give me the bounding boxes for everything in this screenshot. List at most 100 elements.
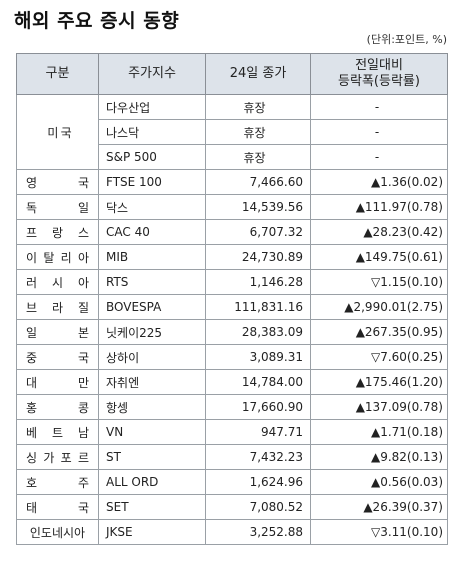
index-cell: 상하이 [98,344,206,370]
close-cell: 14,539.56 [205,194,311,220]
header-region: 구분 [16,53,99,95]
header-close: 24일 종가 [205,53,311,95]
header-index: 주가지수 [98,53,206,95]
region-syllable: 탈 [43,250,55,265]
region-syllable: 베 [26,425,38,440]
region-syllable: 스 [77,225,89,240]
index-cell: SET [98,494,206,520]
close-cell: 28,383.09 [205,319,311,345]
table-row: 브 라 질 BOVESPA 111,831.16 ▲2,990.01(2.75) [16,294,448,320]
index-cell: FTSE 100 [98,169,206,195]
header-row: 구분 주가지수 24일 종가 전일대비 등락폭(등락률) [16,53,448,95]
change-cell: - [310,144,448,170]
region-syllable: 아 [77,250,89,265]
region-syllable: 트 [51,425,64,440]
region-syllable: 국 [60,125,72,140]
close-cell: 6,707.32 [205,219,311,245]
close-cell: 24,730.89 [205,244,311,270]
close-cell: 휴장 [205,119,311,145]
change-cell: ▽1.15(0.10) [310,269,448,295]
close-cell: 7,466.60 [205,169,311,195]
index-cell: 닛케이225 [98,319,206,345]
table-row: 독 일 닥스 14,539.56 ▲111.97(0.78) [16,194,448,220]
region-syllable: 라 [51,300,64,315]
change-cell: ▲111.97(0.78) [310,194,448,220]
change-cell: ▲149.75(0.61) [310,244,448,270]
table-row: 러 시 아 RTS 1,146.28 ▽1.15(0.10) [16,269,448,295]
header-change-line2: 등락폭(등락률) [338,74,420,89]
table-row: 홍 콩 항셍 17,660.90 ▲137.09(0.78) [16,394,448,420]
region-syllable: 브 [26,300,38,315]
region-syllable: 시 [51,275,64,290]
region-syllable: 본 [77,325,89,340]
region-syllable: 러 [26,275,38,290]
region-syllable: 국 [77,175,89,190]
region-syllable: 일 [77,200,89,215]
index-cell: BOVESPA [98,294,206,320]
close-cell: 3,252.88 [205,519,311,545]
table-row: 나스닥 휴장 - [17,119,448,145]
region-syllable: 포 [60,450,72,465]
index-cell: RTS [98,269,206,295]
close-cell: 1,624.96 [205,469,311,495]
header-change: 전일대비 등락폭(등락률) [310,53,448,95]
change-cell: ▲2,990.01(2.75) [310,294,448,320]
change-cell: - [310,94,448,120]
region-syllable: 가 [43,450,55,465]
table-row: 대 만 자취엔 14,784.00 ▲175.46(1.20) [16,369,448,395]
index-cell: JKSE [98,519,206,545]
region-syllable: 중 [26,350,38,365]
region-syllable: 프 [26,225,38,240]
index-cell: MIB [98,244,206,270]
table-row: 프 랑 스 CAC 40 6,707.32 ▲28.23(0.42) [16,219,448,245]
change-cell: ▽3.11(0.10) [310,519,448,545]
index-cell: ST [98,444,206,470]
change-cell: ▲137.09(0.78) [310,394,448,420]
region-syllable: 국 [77,500,89,515]
region-syllable: 영 [26,175,38,190]
header-change-line1: 전일대비 [355,58,403,73]
index-cell: 자취엔 [98,369,206,395]
index-cell: 닥스 [98,194,206,220]
region-syllable: 리 [60,250,72,265]
unit-note: (단위:포인트, %) [366,33,447,46]
region-syllable: 대 [26,375,38,390]
region-syllable: 국 [77,350,89,365]
table-row: 일 본 닛케이225 28,383.09 ▲267.35(0.95) [16,319,448,345]
table-row: 이 탈 리 아 MIB 24,730.89 ▲149.75(0.61) [16,244,448,270]
region-label: 인도네시아 [29,525,86,540]
change-cell: ▲1.36(0.02) [310,169,448,195]
table-row: 베 트 남 VN 947.71 ▲1.71(0.18) [16,419,448,445]
close-cell: 3,089.31 [205,344,311,370]
close-cell: 14,784.00 [205,369,311,395]
change-cell: ▲175.46(1.20) [310,369,448,395]
region-syllable: 르 [77,450,89,465]
index-cell: 나스닥 [98,119,206,145]
index-cell: VN [98,419,206,445]
close-cell: 947.71 [205,419,311,445]
region-syllable: 태 [26,500,38,515]
close-cell: 휴장 [205,144,311,170]
region-syllable: 아 [77,275,89,290]
table-row: 인도네시아 JKSE 3,252.88 ▽3.11(0.10) [16,519,448,545]
